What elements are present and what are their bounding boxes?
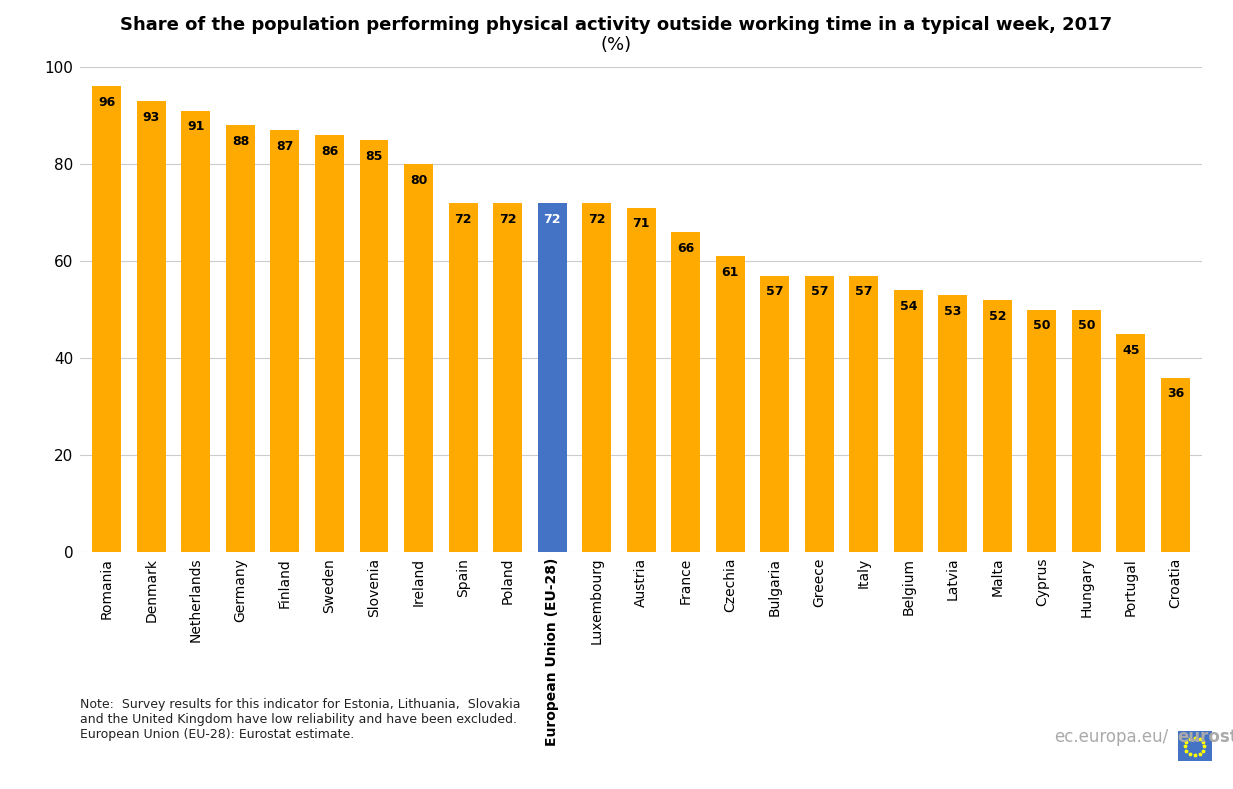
Bar bbox=[626, 208, 656, 552]
Text: eurostat: eurostat bbox=[1178, 727, 1233, 746]
Bar bbox=[894, 290, 922, 552]
Bar bbox=[1027, 309, 1057, 552]
Text: 57: 57 bbox=[810, 286, 829, 298]
Text: 72: 72 bbox=[544, 212, 561, 226]
Text: Share of the population performing physical activity outside working time in a t: Share of the population performing physi… bbox=[121, 16, 1112, 34]
Text: 52: 52 bbox=[989, 309, 1006, 323]
Bar bbox=[360, 140, 388, 552]
Bar bbox=[92, 87, 121, 552]
Bar bbox=[983, 300, 1012, 552]
Text: 85: 85 bbox=[365, 150, 382, 163]
Bar bbox=[938, 295, 968, 552]
Bar bbox=[671, 232, 700, 552]
Bar bbox=[538, 203, 567, 552]
Text: 36: 36 bbox=[1166, 387, 1184, 400]
Text: 50: 50 bbox=[1078, 320, 1095, 332]
Text: 57: 57 bbox=[854, 286, 873, 298]
Text: 66: 66 bbox=[677, 241, 694, 255]
Bar bbox=[181, 110, 211, 552]
Bar bbox=[850, 275, 878, 552]
Text: (%): (%) bbox=[600, 36, 633, 54]
Text: 93: 93 bbox=[143, 110, 160, 124]
Bar bbox=[137, 101, 166, 552]
Text: 71: 71 bbox=[633, 218, 650, 230]
Text: 50: 50 bbox=[1033, 320, 1051, 332]
Text: 72: 72 bbox=[588, 212, 605, 226]
Bar bbox=[1116, 334, 1145, 552]
Text: ec.europa.eu/: ec.europa.eu/ bbox=[1054, 727, 1169, 746]
Bar bbox=[761, 275, 789, 552]
Text: 80: 80 bbox=[409, 174, 427, 187]
Bar bbox=[449, 203, 477, 552]
Bar bbox=[314, 135, 344, 552]
Text: 86: 86 bbox=[321, 144, 338, 158]
Bar bbox=[715, 256, 745, 552]
Text: 87: 87 bbox=[276, 140, 293, 153]
Bar bbox=[1161, 378, 1190, 552]
Bar bbox=[493, 203, 522, 552]
Bar bbox=[270, 130, 300, 552]
Text: 45: 45 bbox=[1122, 344, 1139, 357]
Text: 91: 91 bbox=[187, 121, 205, 133]
Text: 72: 72 bbox=[499, 212, 517, 226]
Text: 72: 72 bbox=[454, 212, 472, 226]
Text: 61: 61 bbox=[721, 266, 739, 279]
Bar bbox=[582, 203, 612, 552]
Bar bbox=[805, 275, 834, 552]
Text: 54: 54 bbox=[900, 300, 917, 313]
Text: 53: 53 bbox=[944, 305, 962, 318]
Bar bbox=[226, 125, 255, 552]
Text: 57: 57 bbox=[766, 286, 783, 298]
Text: 96: 96 bbox=[99, 96, 116, 109]
Bar bbox=[404, 164, 433, 552]
Text: 88: 88 bbox=[232, 135, 249, 148]
Text: Note:  Survey results for this indicator for Estonia, Lithuania,  Slovakia
and t: Note: Survey results for this indicator … bbox=[80, 698, 520, 741]
Bar bbox=[1071, 309, 1101, 552]
